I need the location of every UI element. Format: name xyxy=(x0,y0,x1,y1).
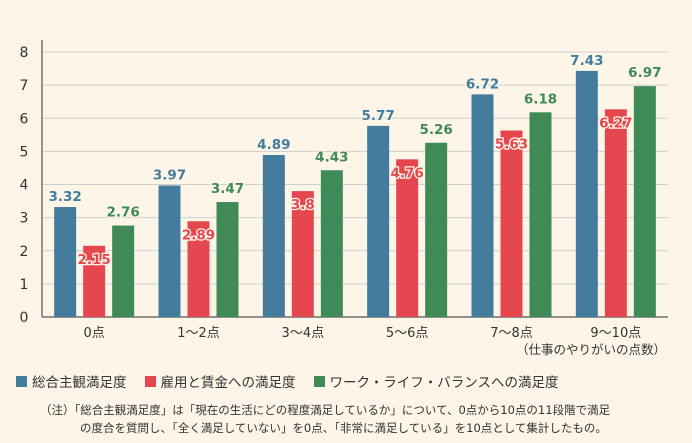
data-label-overall: 6.72 xyxy=(466,76,499,92)
data-label-overall: 3.32 xyxy=(49,189,82,205)
bar-overall xyxy=(262,155,285,317)
data-label-overall: 7.43 xyxy=(570,53,603,69)
y-tick-label: 0 xyxy=(20,310,29,326)
data-label-wage: 2.89 xyxy=(182,227,215,243)
legend-swatch-wage xyxy=(144,375,156,387)
data-label-wage: 5.63 xyxy=(495,137,528,153)
y-tick-label: 5 xyxy=(20,144,29,160)
legend-label-wlb: ワーク・ライフ・バランスへの満足度 xyxy=(329,375,559,391)
legend-item-wlb: ワーク・ライフ・バランスへの満足度 xyxy=(313,371,559,391)
data-label-wlb: 6.97 xyxy=(628,65,661,81)
y-tick-label: 4 xyxy=(20,178,29,194)
x-tick-label: 3〜4点 xyxy=(282,326,325,341)
legend: 総合主観満足度 雇用と賃金への満足度 ワーク・ライフ・バランスへの満足度 xyxy=(16,371,576,391)
bar-wlb xyxy=(633,86,656,318)
footnote-line-1: （注）「総合主観満足度」は「現在の生活にどの程度満足しているか」について、0点か… xyxy=(40,403,611,417)
data-label-wage: 3.8 xyxy=(291,197,315,213)
legend-swatch-overall xyxy=(16,375,27,387)
data-label-wlb: 3.47 xyxy=(211,181,244,197)
data-label-wage: 6.27 xyxy=(599,115,632,131)
data-label-wlb: 6.18 xyxy=(524,91,557,107)
bar-wage xyxy=(500,130,523,317)
data-labels: 3.32 2.15 2.76 3.97 2.89 3.47 4.89 3.8 4.43 5.77 4… xyxy=(47,52,662,269)
y-tick-label: 1 xyxy=(20,277,29,293)
data-label-wlb: 4.43 xyxy=(315,149,348,165)
y-tick-label: 7 xyxy=(20,78,29,94)
y-tick-label: 8 xyxy=(20,45,29,61)
bar-wlb xyxy=(529,112,552,317)
data-label-wlb: 5.26 xyxy=(420,122,453,138)
legend-label-wage: 雇用と賃金への満足度 xyxy=(160,375,296,391)
x-tick-label: 9〜10点 xyxy=(590,326,641,341)
bar-wlb xyxy=(216,202,239,317)
legend-item-wage: 雇用と賃金への満足度 xyxy=(144,371,296,391)
x-tick-label: 7〜8点 xyxy=(490,326,533,341)
y-axis-ticks: 0 1 2 3 4 5 6 7 8 xyxy=(20,45,29,326)
bar-wlb xyxy=(112,225,135,317)
bar-wage xyxy=(396,159,419,317)
data-label-overall: 4.89 xyxy=(257,137,290,153)
bar-overall xyxy=(471,94,494,318)
y-tick-label: 2 xyxy=(20,244,29,260)
bar-overall xyxy=(367,125,390,318)
bars xyxy=(54,70,656,318)
x-axis-label: （仕事のやりがいの点数） xyxy=(516,342,666,357)
bar-wage xyxy=(604,109,627,318)
data-label-overall: 3.97 xyxy=(153,167,186,183)
y-tick-label: 3 xyxy=(20,211,29,227)
x-tick-label: 0点 xyxy=(84,326,105,341)
bar-wage xyxy=(291,191,314,317)
footnote: （注）「総合主観満足度」は「現在の生活にどの程度満足しているか」について、0点か… xyxy=(40,401,680,437)
data-label-overall: 5.77 xyxy=(362,108,395,124)
legend-swatch-wlb xyxy=(313,375,325,387)
legend-item-overall: 総合主観満足度 xyxy=(16,371,127,391)
bar-overall xyxy=(54,207,77,317)
data-label-wage: 2.15 xyxy=(78,252,111,268)
footnote-line-2: の度合を質問し、「全く満足していない」を0点、「非常に満足している」を10点とし… xyxy=(80,421,607,435)
x-axis-ticks: 0点 1〜2点 3〜4点 5〜6点 7〜8点 9〜10点 xyxy=(84,326,642,341)
legend-label-overall: 総合主観満足度 xyxy=(32,375,127,391)
bar-overall xyxy=(575,70,598,317)
bar-wlb xyxy=(425,142,448,317)
x-tick-label: 1〜2点 xyxy=(177,326,220,341)
y-tick-label: 6 xyxy=(20,111,29,127)
data-label-wlb: 2.76 xyxy=(107,205,140,221)
x-tick-label: 5〜6点 xyxy=(386,326,429,341)
bar-wage xyxy=(83,245,106,317)
bar-wage xyxy=(187,221,210,317)
bar-overall xyxy=(158,185,181,317)
data-label-wage: 4.76 xyxy=(391,165,424,181)
bar-wlb xyxy=(320,170,343,317)
grid-lines xyxy=(41,40,668,318)
